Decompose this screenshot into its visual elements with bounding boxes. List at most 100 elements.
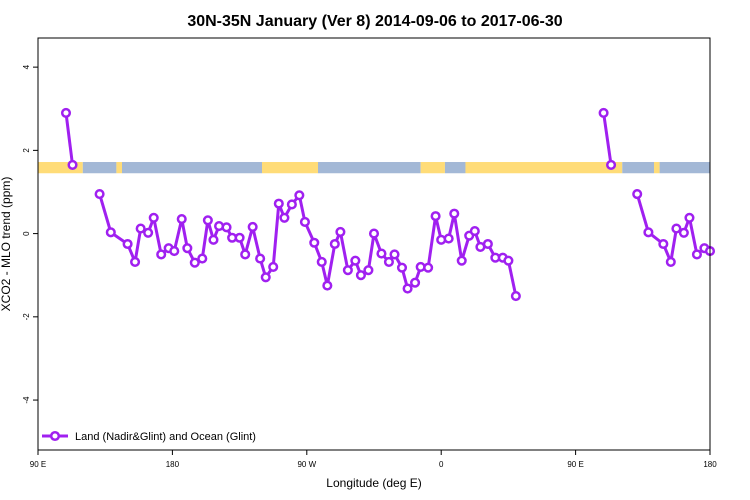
data-point bbox=[221, 222, 232, 233]
band-ocean-segment bbox=[622, 162, 654, 174]
data-point bbox=[279, 212, 290, 223]
y-axis-label: XCO2 - MLO trend (ppm) bbox=[0, 177, 13, 312]
data-point bbox=[273, 198, 284, 209]
data-point bbox=[260, 272, 271, 283]
y-tick-label: -4 bbox=[22, 396, 31, 404]
data-point bbox=[402, 283, 413, 294]
data-point bbox=[135, 223, 146, 234]
data-point bbox=[355, 270, 366, 281]
data-point bbox=[94, 189, 105, 200]
data-point bbox=[247, 221, 258, 232]
x-axis-label: Longitude (deg E) bbox=[326, 476, 421, 490]
data-point bbox=[335, 226, 346, 237]
data-point bbox=[503, 255, 514, 266]
data-point bbox=[482, 238, 493, 250]
data-point bbox=[658, 238, 669, 250]
data-point bbox=[156, 249, 167, 260]
data-point bbox=[342, 265, 353, 276]
data-point bbox=[130, 256, 141, 267]
band-land-segment bbox=[116, 162, 122, 174]
y-axis: 4 2 0 -2 -4 bbox=[22, 64, 38, 404]
data-point bbox=[671, 223, 682, 234]
data-point bbox=[234, 232, 245, 243]
data-point bbox=[299, 216, 310, 227]
series-layer bbox=[60, 107, 716, 302]
x-axis: 90 E 180 90 W 0 90 E 180 bbox=[30, 450, 717, 469]
data-point bbox=[430, 211, 441, 222]
data-point bbox=[691, 249, 702, 260]
land-ocean-band bbox=[38, 162, 710, 174]
data-point bbox=[148, 212, 159, 223]
data-point bbox=[410, 277, 421, 288]
plot-frame bbox=[37, 37, 711, 451]
data-point bbox=[383, 256, 394, 267]
data-point bbox=[456, 255, 467, 266]
data-point bbox=[449, 208, 460, 219]
data-point bbox=[208, 234, 219, 245]
data-point bbox=[329, 238, 340, 250]
data-point bbox=[678, 227, 689, 238]
chart-title: 30N-35N January (Ver 8) 2014-09-06 to 20… bbox=[187, 13, 562, 30]
y-tick-label: 2 bbox=[22, 148, 31, 153]
data-point bbox=[363, 265, 374, 276]
data-point bbox=[643, 227, 654, 238]
data-point bbox=[396, 262, 408, 273]
x-tick-label: 180 bbox=[703, 460, 717, 469]
band-land-segment bbox=[38, 162, 83, 174]
data-point bbox=[389, 249, 400, 260]
band-land-segment bbox=[262, 162, 318, 174]
data-point bbox=[606, 159, 617, 170]
data-point bbox=[105, 227, 116, 238]
x-tick-label: 90 E bbox=[30, 460, 46, 469]
band-ocean-segment bbox=[82, 162, 117, 174]
data-point bbox=[443, 233, 454, 244]
data-point bbox=[197, 253, 208, 264]
data-point bbox=[240, 249, 251, 260]
data-point bbox=[665, 256, 676, 267]
data-point bbox=[60, 107, 72, 118]
x-tick-label: 0 bbox=[439, 460, 444, 469]
band-land-segment bbox=[420, 162, 445, 174]
data-point bbox=[316, 256, 327, 267]
data-point bbox=[202, 215, 213, 226]
data-point bbox=[309, 237, 320, 248]
data-point bbox=[268, 261, 279, 272]
data-point bbox=[255, 253, 266, 264]
data-point bbox=[684, 212, 695, 223]
data-point bbox=[632, 189, 643, 200]
data-point bbox=[598, 107, 609, 118]
data-point bbox=[350, 255, 361, 266]
series-line bbox=[602, 112, 613, 166]
band-land-segment bbox=[654, 162, 660, 174]
data-point bbox=[322, 280, 333, 291]
data-point bbox=[368, 228, 380, 239]
data-point bbox=[143, 227, 154, 238]
data-point bbox=[67, 159, 78, 170]
data-point bbox=[469, 226, 480, 237]
legend-label: Land (Nadir&Glint) and Ocean (Glint) bbox=[75, 431, 256, 443]
band-ocean-segment bbox=[444, 162, 466, 174]
y-tick-label: 4 bbox=[22, 64, 31, 69]
data-point bbox=[122, 238, 133, 250]
data-point bbox=[423, 262, 434, 273]
band-ocean-segment bbox=[122, 162, 262, 174]
data-point bbox=[286, 199, 297, 210]
y-tick-label: 0 bbox=[22, 231, 31, 236]
series-line bbox=[64, 112, 75, 166]
data-point bbox=[189, 257, 200, 268]
y-tick-label: -2 bbox=[22, 313, 31, 321]
data-point bbox=[176, 213, 187, 225]
data-point bbox=[169, 246, 180, 257]
legend: Land (Nadir&Glint) and Ocean (Glint) bbox=[42, 430, 256, 443]
x-tick-label: 180 bbox=[166, 460, 180, 469]
data-point bbox=[182, 243, 193, 254]
x-tick-label: 90 W bbox=[297, 460, 316, 469]
band-ocean-segment bbox=[659, 162, 710, 174]
data-point bbox=[294, 190, 305, 201]
x-tick-label: 90 E bbox=[567, 460, 583, 469]
data-point bbox=[376, 248, 387, 259]
data-point bbox=[510, 290, 521, 302]
band-ocean-segment bbox=[318, 162, 421, 174]
legend-marker-swatch bbox=[49, 430, 61, 442]
